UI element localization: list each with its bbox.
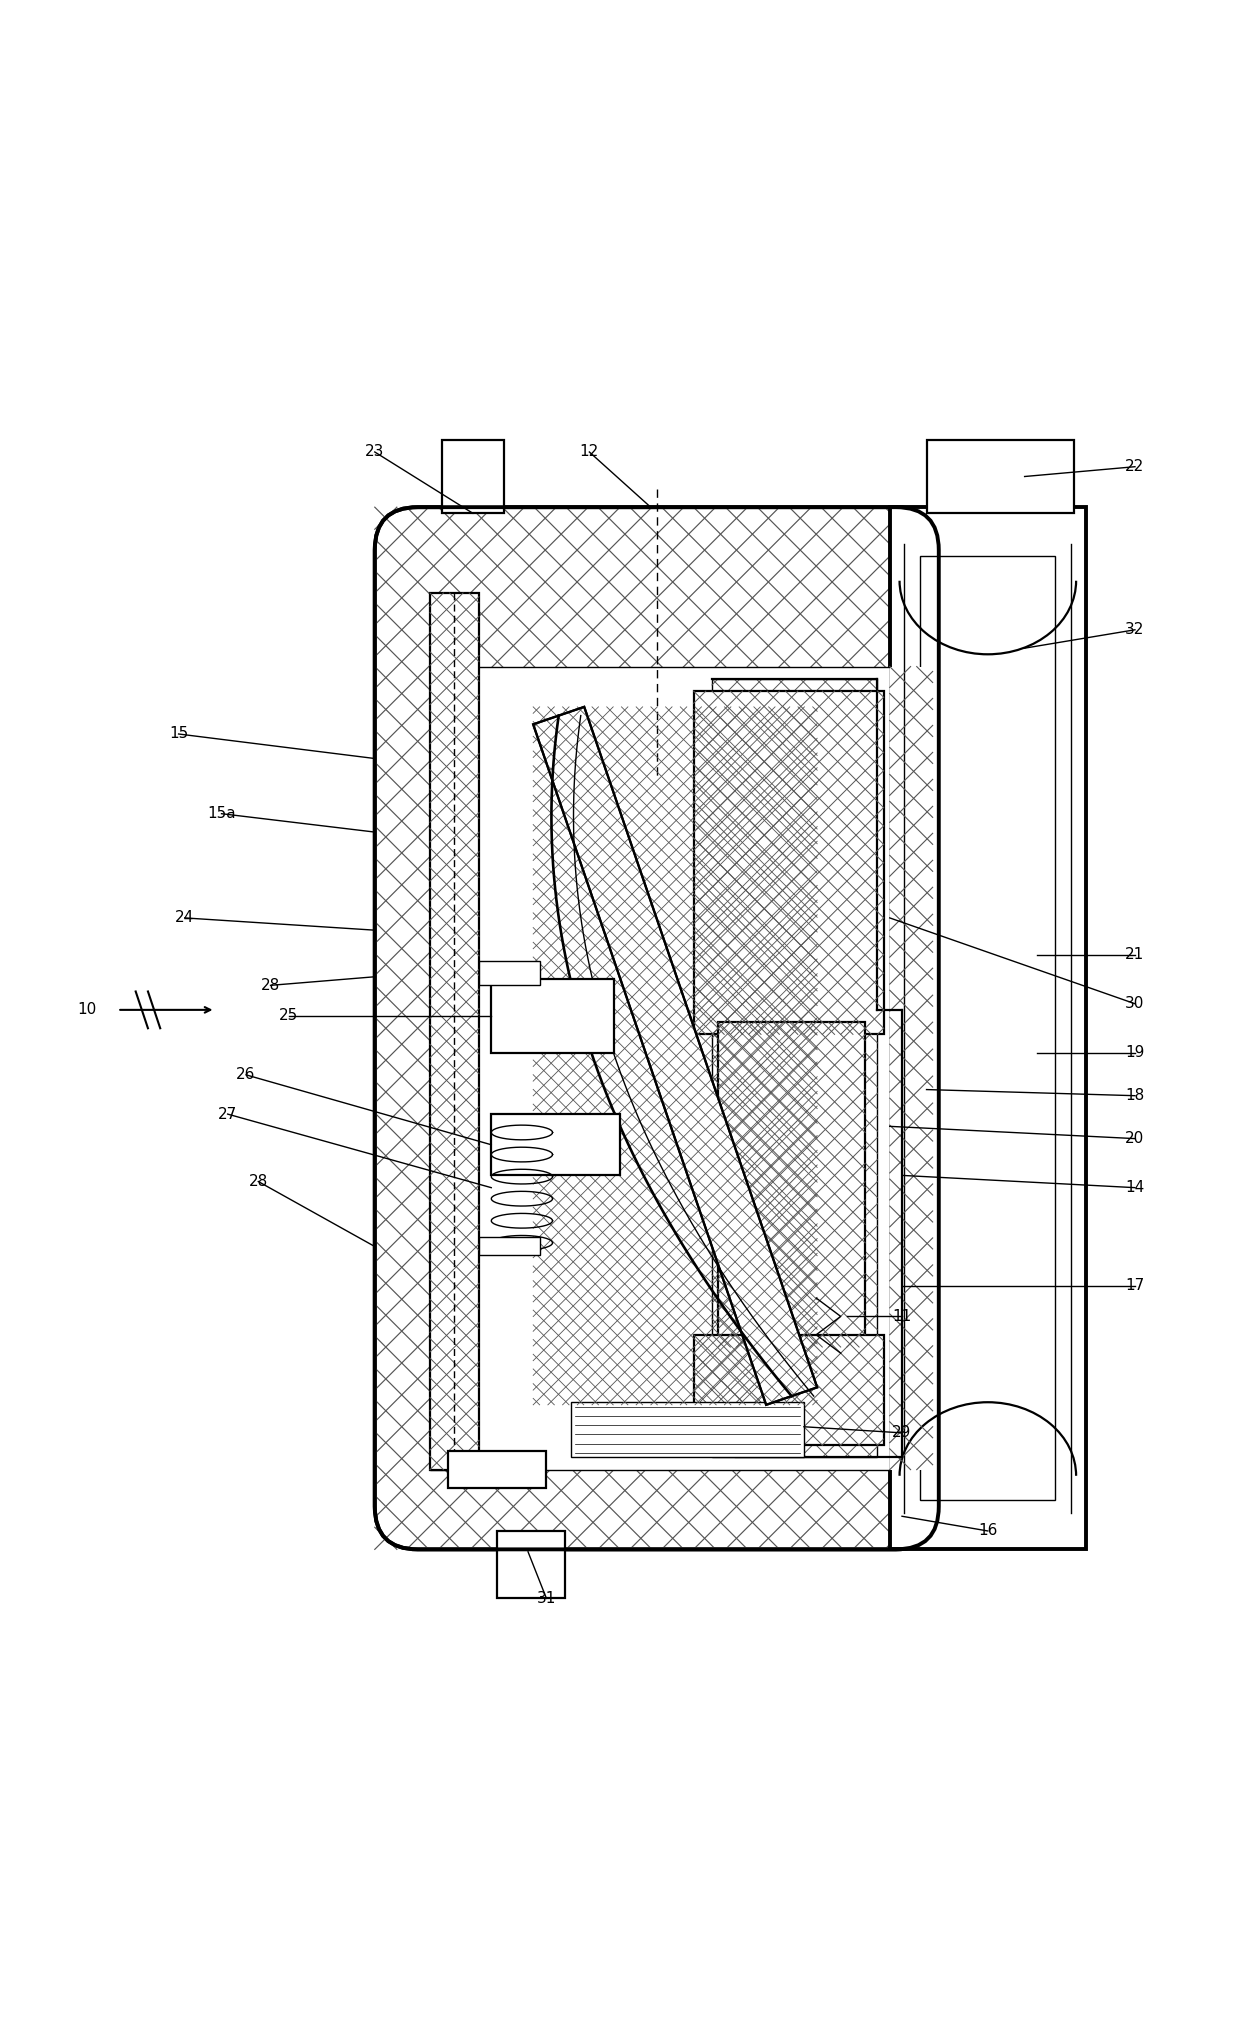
Text: 17: 17 <box>1126 1278 1145 1292</box>
Text: 25: 25 <box>279 1008 299 1024</box>
Text: 12: 12 <box>580 445 599 459</box>
Text: 10: 10 <box>77 1002 97 1018</box>
Text: 24: 24 <box>175 910 195 925</box>
Text: 14: 14 <box>1126 1181 1145 1195</box>
Bar <box>443 439 503 514</box>
Text: 22: 22 <box>1126 459 1145 473</box>
Text: 27: 27 <box>218 1107 237 1122</box>
Text: 19: 19 <box>1125 1044 1145 1061</box>
Text: 28: 28 <box>260 977 280 994</box>
Text: 29: 29 <box>893 1424 911 1441</box>
Bar <box>430 666 890 1469</box>
Bar <box>926 439 1074 514</box>
FancyBboxPatch shape <box>374 508 939 1548</box>
Bar <box>491 1114 620 1174</box>
Text: 11: 11 <box>893 1309 911 1325</box>
Bar <box>449 1451 547 1487</box>
Bar <box>479 1237 541 1256</box>
Bar <box>890 508 1086 1548</box>
Text: 23: 23 <box>365 445 384 459</box>
Bar <box>497 1530 565 1599</box>
Bar <box>479 961 541 986</box>
Bar <box>693 1335 884 1445</box>
Text: 21: 21 <box>1126 947 1145 963</box>
Bar <box>920 557 1055 1500</box>
Bar <box>430 593 479 1469</box>
Bar <box>712 679 878 1457</box>
Text: 15a: 15a <box>207 807 236 821</box>
Text: 15: 15 <box>169 727 188 742</box>
Text: 32: 32 <box>1125 622 1145 638</box>
Polygon shape <box>533 707 817 1404</box>
Bar <box>491 979 614 1053</box>
Bar <box>718 1022 866 1347</box>
Text: 20: 20 <box>1126 1132 1145 1146</box>
Text: 28: 28 <box>249 1174 268 1189</box>
Text: 31: 31 <box>537 1591 556 1605</box>
Bar <box>890 666 932 1469</box>
Bar <box>693 691 884 1034</box>
Text: 18: 18 <box>1126 1089 1145 1103</box>
Bar <box>570 1402 804 1457</box>
Text: 26: 26 <box>237 1067 255 1083</box>
Text: 16: 16 <box>978 1524 997 1538</box>
Text: 30: 30 <box>1125 996 1145 1012</box>
